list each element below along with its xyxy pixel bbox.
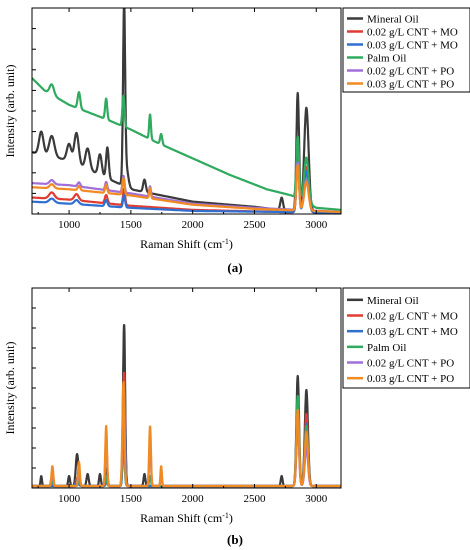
x-tick-label: 3000 (305, 219, 328, 231)
legend-box (342, 287, 470, 389)
legend-label-4: Palm Oil (367, 342, 406, 354)
plot-area (32, 8, 341, 214)
legend: Mineral Oil 0.02 g/L CNT + MO 0.03 g/L CNT… (342, 287, 470, 389)
series-line-6 (32, 380, 341, 488)
legend-label-1: Mineral Oil (367, 14, 419, 26)
legend-label-1: Mineral Oil (367, 295, 419, 307)
legend-label-5: 0.02 g/L CNT + PO (367, 66, 454, 78)
series-line-6 (32, 164, 341, 213)
x-tick-label: 1000 (58, 219, 81, 231)
x-tick-label: 2500 (243, 219, 266, 231)
legend-box (342, 7, 470, 93)
x-axis-label: Raman Shift (cm-1) (140, 237, 233, 251)
x-tick-label: 1500 (120, 219, 143, 231)
x-tick-label: 2500 (243, 493, 266, 505)
x-tick-label: 2000 (182, 219, 205, 231)
legend-label-2: 0.02 g/L CNT + MO (367, 27, 458, 39)
plot-area (32, 324, 341, 488)
legend-label-2: 0.02 g/L CNT + MO (367, 311, 458, 323)
legend-label-4: Palm Oil (367, 53, 406, 65)
chart-panel-b: 1000 1500 2000 2500 3000 Raman Shift (cm-1) In… (3, 287, 470, 547)
y-axis-label: Intensity (arb. unit) (3, 65, 17, 158)
legend-label-5: 0.02 g/L CNT + PO (367, 358, 454, 370)
panel-label: (b) (227, 532, 243, 547)
x-tick-label: 1500 (120, 493, 143, 505)
chart-panel-a: 1000 1500 2000 2500 3000 Raman Shift (cm-1) In… (3, 7, 470, 275)
legend-label-6: 0.03 g/L CNT + PO (367, 373, 454, 385)
x-tick-label: 2000 (182, 493, 205, 505)
y-axis-label: Intensity (arb. unit) (3, 342, 17, 435)
series-line-4 (32, 77, 341, 211)
legend-label-3: 0.03 g/L CNT + MO (367, 40, 458, 52)
legend-label-3: 0.03 g/L CNT + MO (367, 326, 458, 338)
x-tick-label: 3000 (305, 493, 328, 505)
legend-label-6: 0.03 g/L CNT + PO (367, 79, 454, 91)
x-axis-label: Raman Shift (cm-1) (140, 511, 233, 525)
panel-label: (a) (227, 260, 242, 275)
x-tick-label: 1000 (58, 493, 81, 505)
series-line-3 (32, 159, 341, 214)
